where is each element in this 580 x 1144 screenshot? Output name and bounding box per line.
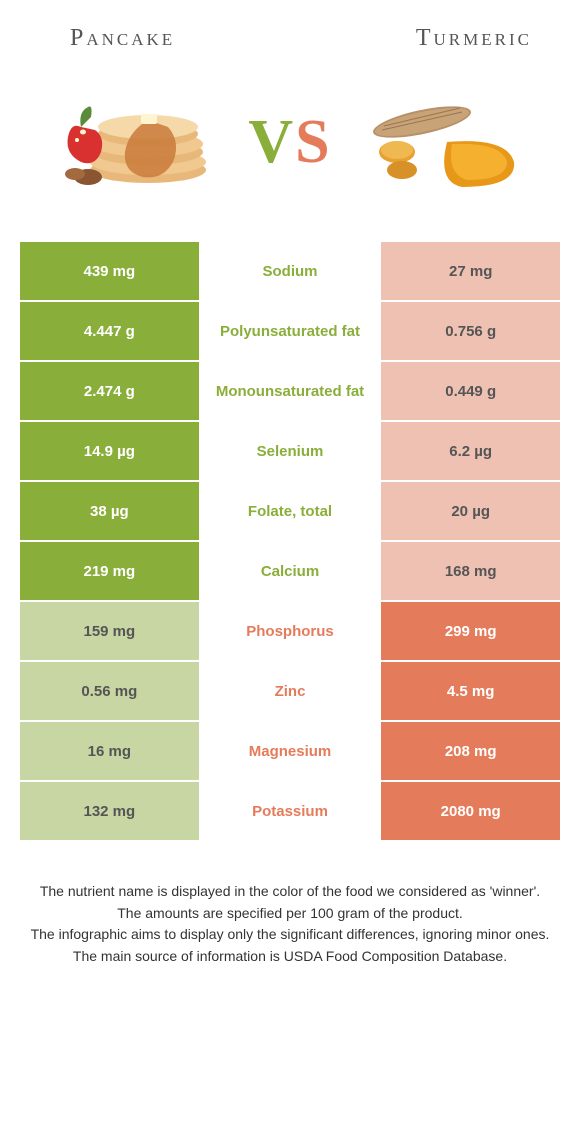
- header-left: Pancake: [70, 25, 175, 52]
- left-value: 439 mg: [20, 242, 199, 300]
- nutrient-name: Calcium: [201, 542, 380, 600]
- footer-line-2: The amounts are specified per 100 gram o…: [25, 904, 555, 924]
- footer-notes: The nutrient name is displayed in the co…: [0, 842, 580, 988]
- nutrient-table: 439 mgSodium27 mg4.447 gPolyunsaturated …: [20, 242, 560, 840]
- table-row: 159 mgPhosphorus299 mg: [20, 602, 560, 660]
- nutrient-name: Folate, total: [201, 482, 380, 540]
- vs-v: V: [248, 108, 295, 176]
- table-row: 132 mgPotassium2080 mg: [20, 782, 560, 840]
- left-value: 4.447 g: [20, 302, 199, 360]
- right-value: 20 µg: [381, 482, 560, 540]
- footer-line-1: The nutrient name is displayed in the co…: [25, 882, 555, 902]
- table-row: 2.474 gMonounsaturated fat0.449 g: [20, 362, 560, 420]
- turmeric-image: [352, 82, 527, 202]
- nutrient-name: Polyunsaturated fat: [201, 302, 380, 360]
- footer-line-3: The infographic aims to display only the…: [25, 925, 555, 945]
- table-row: 0.56 mgZinc4.5 mg: [20, 662, 560, 720]
- right-value: 27 mg: [381, 242, 560, 300]
- header-right: Turmeric: [416, 25, 532, 52]
- table-row: 38 µgFolate, total20 µg: [20, 482, 560, 540]
- nutrient-name: Zinc: [201, 662, 380, 720]
- left-value: 38 µg: [20, 482, 199, 540]
- left-value: 132 mg: [20, 782, 199, 840]
- table-row: 219 mgCalcium168 mg: [20, 542, 560, 600]
- nutrient-name: Monounsaturated fat: [201, 362, 380, 420]
- header-row: Pancake Turmeric: [0, 0, 580, 62]
- right-value: 6.2 µg: [381, 422, 560, 480]
- left-value: 2.474 g: [20, 362, 199, 420]
- nutrient-name: Phosphorus: [201, 602, 380, 660]
- right-value: 208 mg: [381, 722, 560, 780]
- left-value: 0.56 mg: [20, 662, 199, 720]
- right-value: 0.449 g: [381, 362, 560, 420]
- vs-section: VS: [0, 62, 580, 242]
- table-row: 14.9 µgSelenium6.2 µg: [20, 422, 560, 480]
- left-value: 219 mg: [20, 542, 199, 600]
- nutrient-name: Sodium: [201, 242, 380, 300]
- right-value: 0.756 g: [381, 302, 560, 360]
- infographic-container: Pancake Turmeric VS: [0, 0, 580, 988]
- vs-label: VS: [248, 107, 331, 178]
- left-value: 16 mg: [20, 722, 199, 780]
- left-value: 159 mg: [20, 602, 199, 660]
- nutrient-name: Selenium: [201, 422, 380, 480]
- nutrient-name: Potassium: [201, 782, 380, 840]
- right-value: 168 mg: [381, 542, 560, 600]
- footer-line-4: The main source of information is USDA F…: [25, 947, 555, 967]
- table-row: 16 mgMagnesium208 mg: [20, 722, 560, 780]
- table-row: 4.447 gPolyunsaturated fat0.756 g: [20, 302, 560, 360]
- nutrient-name: Magnesium: [201, 722, 380, 780]
- vs-s: S: [295, 108, 331, 176]
- right-value: 299 mg: [381, 602, 560, 660]
- table-row: 439 mgSodium27 mg: [20, 242, 560, 300]
- pancake-image: [53, 82, 228, 202]
- right-value: 2080 mg: [381, 782, 560, 840]
- right-value: 4.5 mg: [381, 662, 560, 720]
- left-value: 14.9 µg: [20, 422, 199, 480]
